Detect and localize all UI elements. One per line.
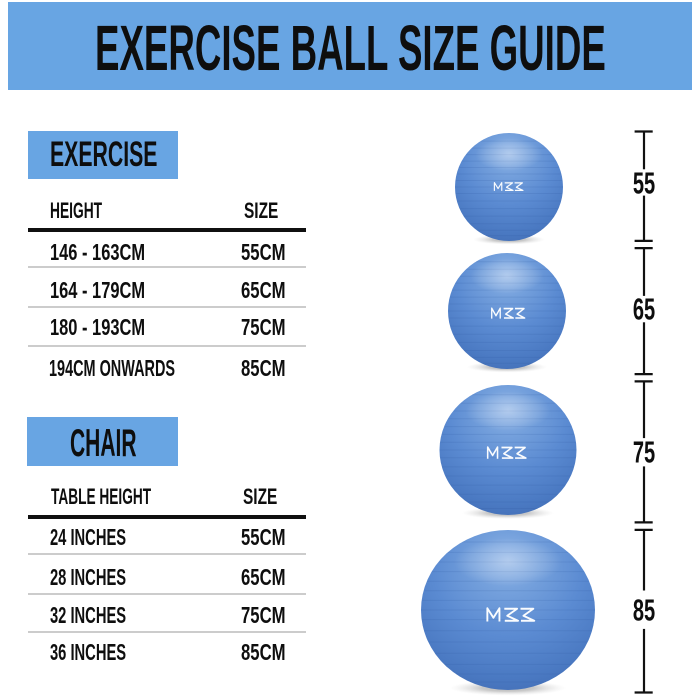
svg-text:55: 55 bbox=[633, 167, 655, 200]
svg-text:75: 75 bbox=[633, 436, 655, 469]
svg-text:85: 85 bbox=[633, 594, 655, 627]
svg-text:65: 65 bbox=[633, 293, 655, 326]
